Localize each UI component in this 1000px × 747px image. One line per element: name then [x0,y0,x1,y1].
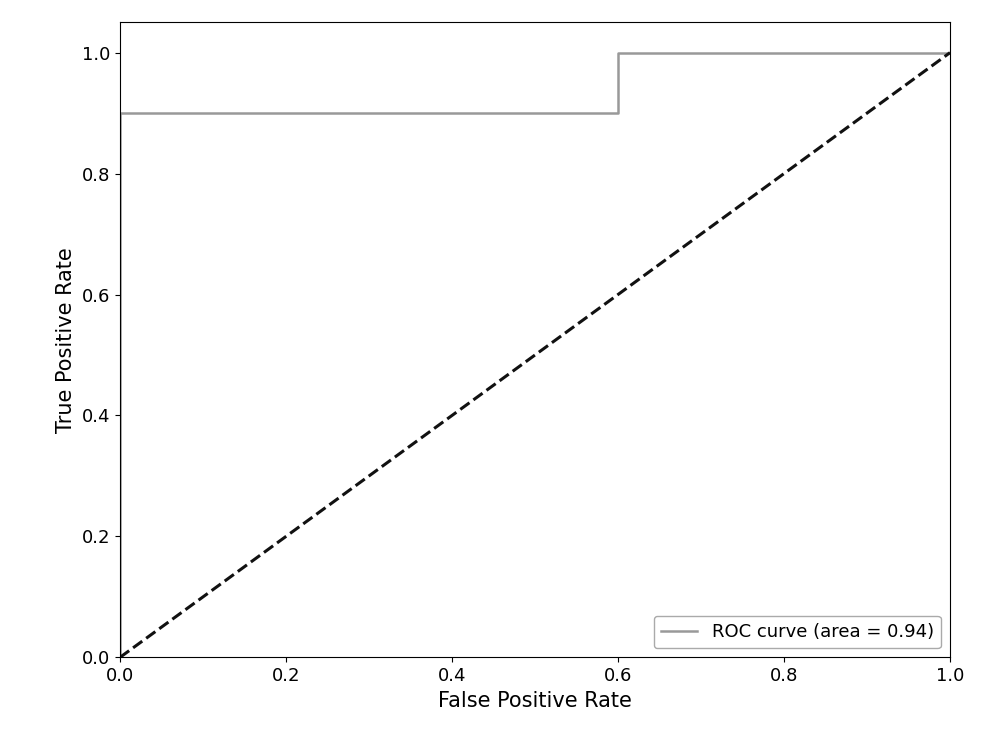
ROC curve (area = 0.94) [944,48,956,57]
ROC curve (area = 0.94) [114,653,126,662]
Line: ROC curve (area = 0.94): ROC curve (area = 0.94) [120,52,950,657]
X-axis label: False Positive Rate: False Positive Rate [438,691,632,710]
ROC curve (area = 0.94) [612,108,624,117]
Y-axis label: True Positive Rate: True Positive Rate [56,247,76,433]
ROC curve (area = 0.94) [612,48,624,57]
ROC curve (area = 0.94) [114,108,126,117]
Legend: ROC curve (area = 0.94): ROC curve (area = 0.94) [654,616,941,648]
